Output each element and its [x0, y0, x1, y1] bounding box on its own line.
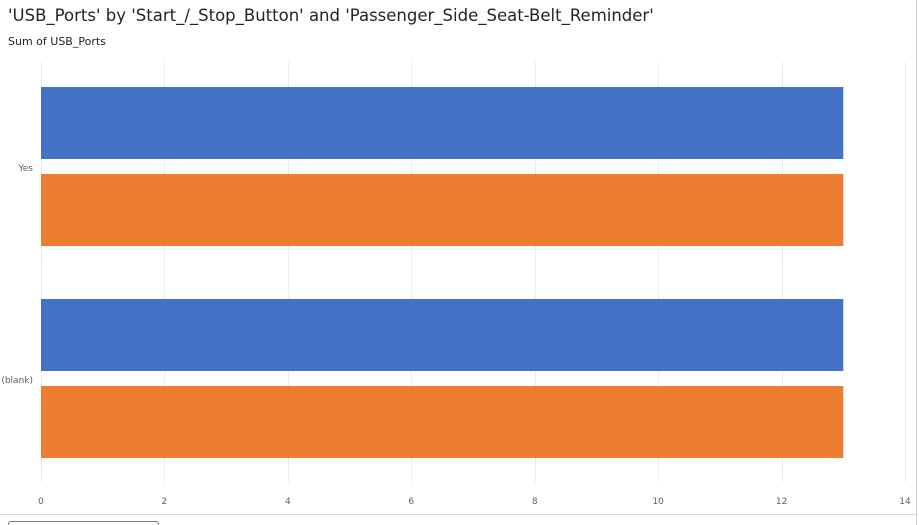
chart-subtitle: Sum of USB_Ports: [8, 35, 106, 48]
panel-right-border: [916, 0, 917, 525]
bar-blank-series-2[interactable]: [41, 386, 844, 458]
panel-bottom-border: [0, 514, 916, 515]
x-tick-label-12: 12: [776, 497, 787, 507]
x-tick-label-4: 4: [285, 497, 291, 507]
category-label-blank: (blank): [1, 376, 33, 386]
horizontal-scrollbar-thumb[interactable]: [8, 521, 159, 525]
bar-blank-series-1[interactable]: [41, 299, 844, 371]
x-tick-label-8: 8: [532, 497, 538, 507]
x-tick-label-10: 10: [652, 497, 664, 507]
bar-yes-series-2[interactable]: [41, 174, 844, 246]
x-tick-label-14: 14: [899, 497, 911, 507]
x-tick-label-2: 2: [162, 497, 168, 507]
category-label-yes: Yes: [17, 164, 33, 174]
chart-title: 'USB_Ports' by 'Start_/_Stop_Button' and…: [8, 6, 654, 25]
bar-yes-series-1[interactable]: [41, 87, 844, 159]
x-tick-label-0: 0: [38, 497, 44, 507]
x-tick-label-6: 6: [408, 497, 414, 507]
